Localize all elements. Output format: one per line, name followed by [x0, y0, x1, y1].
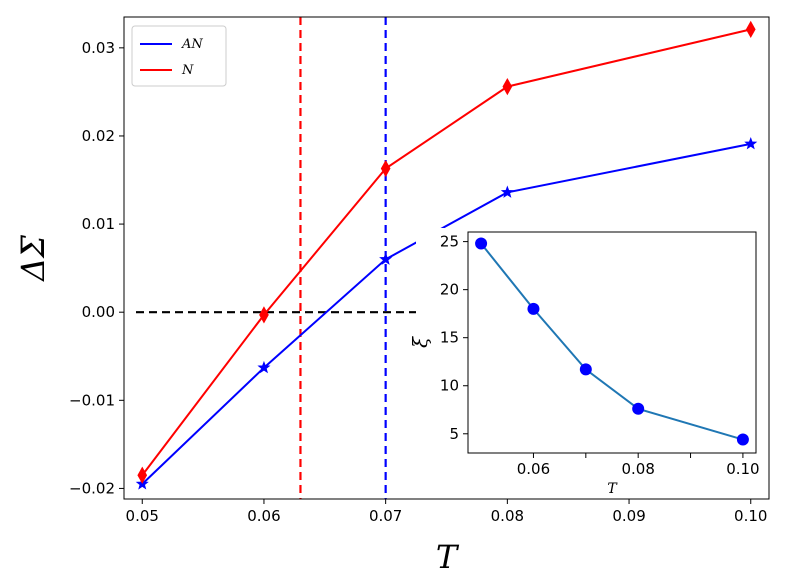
inset-series-point	[527, 302, 540, 315]
series-point-n	[745, 20, 756, 38]
inset-plot: 0.06 0.08 0.10 5 10 15 20 25 T ξ	[408, 228, 764, 497]
main-plot: 0.05 0.06 0.07 0.08 0.09 0.10 −0.02 −0.01 0.00 0.…	[14, 16, 770, 576]
main-series-layer	[135, 20, 758, 490]
inset-x-axis-label: T	[607, 481, 618, 497]
series-point-n	[137, 466, 148, 484]
y-axis-label: ΔΣ	[14, 235, 52, 283]
inset-series-layer	[475, 237, 749, 446]
inset-series-point	[475, 237, 488, 250]
y-tick-label: 0.01	[82, 215, 115, 233]
main-plot-frame	[123, 16, 770, 500]
inset-y-tick-label: 5	[449, 425, 459, 443]
x-tick-label: 0.07	[369, 507, 402, 525]
y-tick-label: −0.01	[69, 391, 115, 409]
inset-plot-frame	[467, 231, 757, 454]
y-tick-label: 0.00	[82, 303, 115, 321]
inset-y-axis-label: ξ	[408, 336, 432, 348]
series-point-an	[257, 360, 271, 374]
series-point-n	[502, 78, 513, 96]
x-tick-label: 0.09	[612, 507, 645, 525]
inset-ticks: 0.06 0.08 0.10 5 10 15 20 25	[440, 233, 760, 478]
x-tick-label: 0.05	[126, 507, 159, 525]
y-tick-label: 0.03	[82, 39, 115, 57]
inset-y-tick-label: 10	[440, 377, 459, 395]
y-tick-label: −0.02	[69, 479, 115, 497]
series-point-n	[259, 306, 269, 324]
legend-label-n: N	[181, 63, 194, 78]
legend-box	[131, 25, 227, 87]
legend-label-an: AN	[181, 37, 203, 52]
inset-series-point	[632, 402, 645, 415]
inset-series-point	[579, 363, 592, 376]
series-point-an	[500, 185, 514, 198]
series-point-an	[379, 252, 393, 265]
inset-x-tick-label: 0.08	[621, 460, 654, 478]
series-point-n	[380, 159, 391, 178]
inset-y-tick-label: 25	[440, 233, 459, 251]
series-point-an	[744, 137, 758, 150]
x-tick-label: 0.08	[491, 507, 524, 525]
inset-x-tick-label: 0.06	[517, 460, 550, 478]
x-tick-label: 0.06	[247, 507, 280, 525]
legend: AN N	[131, 25, 227, 87]
inset-series-point	[736, 433, 749, 446]
x-axis-label: T	[436, 538, 460, 576]
main-ticks: 0.05 0.06 0.07 0.08 0.09 0.10 −0.02 −0.01 0.00 0.…	[69, 39, 767, 525]
inset-y-tick-label: 15	[440, 329, 459, 347]
inset-background	[416, 228, 764, 495]
y-tick-label: 0.02	[82, 127, 115, 145]
x-tick-label: 0.10	[734, 507, 767, 525]
inset-x-tick-label: 0.10	[726, 460, 759, 478]
inset-y-tick-label: 20	[440, 281, 459, 299]
